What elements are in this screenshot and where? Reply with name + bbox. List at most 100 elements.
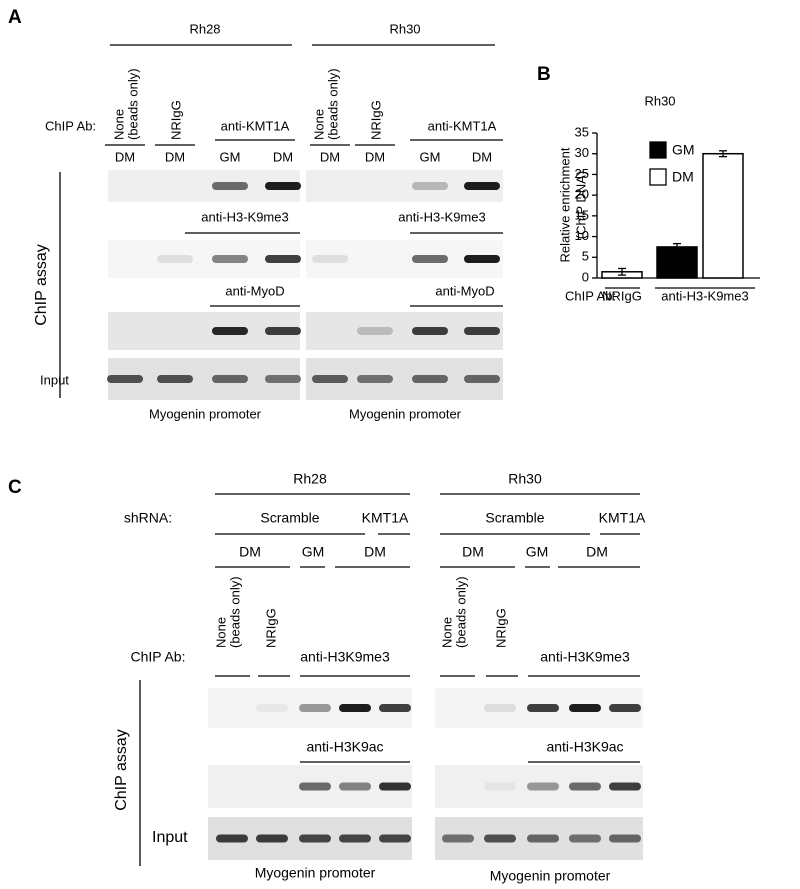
gel-band xyxy=(256,704,288,712)
gel-band xyxy=(464,327,500,335)
antibody: anti-KMT1A xyxy=(221,118,290,133)
lane-label: DM xyxy=(115,149,135,164)
gel-band xyxy=(339,782,371,791)
legend-label: DM xyxy=(672,169,694,185)
gel-band xyxy=(569,704,601,712)
y-axis-label: Relative enrichment xyxy=(557,147,572,262)
lane-header: NRIgG xyxy=(263,608,278,648)
lane-label: GM xyxy=(420,149,441,164)
gel-band xyxy=(609,782,641,791)
row-label: shRNA: xyxy=(124,510,172,526)
side-label: ChIP assay xyxy=(113,729,130,811)
gel-band xyxy=(379,834,411,843)
y-tick-label: 10 xyxy=(575,228,589,243)
lane-label: GM xyxy=(220,149,241,164)
lane-label: DM xyxy=(273,149,293,164)
antibody: anti-KMT1A xyxy=(428,118,497,133)
gel-band xyxy=(357,375,393,383)
cell-line: Rh30 xyxy=(508,471,542,487)
gel-band xyxy=(527,782,559,791)
gel-image xyxy=(435,765,643,808)
gel-band xyxy=(212,255,248,263)
antibody: anti-H3-K9me3 xyxy=(201,209,288,224)
lane-label: DM xyxy=(365,149,385,164)
promoter-label: Myogenin promoter xyxy=(490,868,611,884)
gel-band xyxy=(312,375,348,383)
gel-band xyxy=(312,255,348,263)
antibody: anti-H3K9ac xyxy=(306,739,383,755)
gel-band xyxy=(527,704,559,712)
gel-band xyxy=(299,782,331,791)
gel-band xyxy=(464,255,500,263)
gel-band xyxy=(107,375,143,383)
lane-label: DM xyxy=(472,149,492,164)
chart-title: Rh30 xyxy=(644,93,675,108)
shrna-label: Scramble xyxy=(260,510,319,526)
gel-band xyxy=(212,375,248,383)
gel-band xyxy=(265,182,301,190)
lane-header: (beads only) xyxy=(453,576,468,648)
gel-band xyxy=(216,834,248,843)
lane-header: (beads only) xyxy=(125,68,140,140)
row-label: Input xyxy=(40,372,69,387)
gel-band xyxy=(212,327,248,335)
y-tick-label: 20 xyxy=(575,187,589,202)
lane-header: None xyxy=(111,109,126,140)
antibody: anti-H3-K9me3 xyxy=(398,209,485,224)
cell-line: Rh28 xyxy=(293,471,327,487)
gel-band xyxy=(265,375,301,383)
gel-band xyxy=(527,834,559,843)
x-tick-label: NRIgG xyxy=(602,288,642,303)
antibody: anti-H3K9me3 xyxy=(540,649,630,665)
y-tick-label: 30 xyxy=(575,145,589,160)
gel-band xyxy=(157,375,193,383)
promoter-label: Myogenin promoter xyxy=(149,406,262,421)
gel-band xyxy=(412,182,448,190)
panel-letter: C xyxy=(8,477,22,498)
legend-swatch xyxy=(649,141,667,159)
gel-band xyxy=(339,704,371,712)
promoter-label: Myogenin promoter xyxy=(255,865,376,881)
gel-band xyxy=(299,704,331,712)
gel-band xyxy=(157,255,193,263)
gel-band xyxy=(569,782,601,791)
gel-band xyxy=(357,327,393,335)
gel-band xyxy=(484,782,516,791)
row-label: ChIP Ab: xyxy=(130,649,185,665)
condition-label: DM xyxy=(239,544,261,560)
antibody: anti-H3K9me3 xyxy=(300,649,390,665)
gel-band xyxy=(412,255,448,263)
antibody: anti-H3K9ac xyxy=(546,739,623,755)
gel-band xyxy=(442,834,474,843)
gel-image xyxy=(208,688,412,728)
lane-header: NRIgG xyxy=(493,608,508,648)
antibody: anti-MyoD xyxy=(225,283,284,298)
gel-band xyxy=(464,182,500,190)
lane-header: None xyxy=(439,617,454,648)
gel-band xyxy=(464,375,500,383)
gel-band xyxy=(484,704,516,712)
lane-label: DM xyxy=(165,149,185,164)
gel-band xyxy=(569,834,601,843)
gel-band xyxy=(379,782,411,791)
lane-header: NRIgG xyxy=(168,100,183,140)
shrna-label: Scramble xyxy=(485,510,544,526)
y-tick-label: 5 xyxy=(582,249,589,264)
condition-label: GM xyxy=(526,544,549,560)
gel-band xyxy=(609,834,641,843)
y-tick-label: 35 xyxy=(575,124,589,139)
legend-swatch xyxy=(649,168,667,186)
gel-band xyxy=(265,255,301,263)
x-prefix: ChIP Ab: xyxy=(565,288,616,303)
gel-band xyxy=(484,834,516,843)
lane-header: None xyxy=(213,617,228,648)
lane-header: NRIgG xyxy=(368,100,383,140)
condition-label: DM xyxy=(364,544,386,560)
row-label: Input xyxy=(152,829,188,846)
gel-band xyxy=(379,704,411,712)
gel-band xyxy=(609,704,641,712)
lane-header: (beads only) xyxy=(325,68,340,140)
gel-band xyxy=(265,327,301,335)
bar xyxy=(656,246,698,279)
